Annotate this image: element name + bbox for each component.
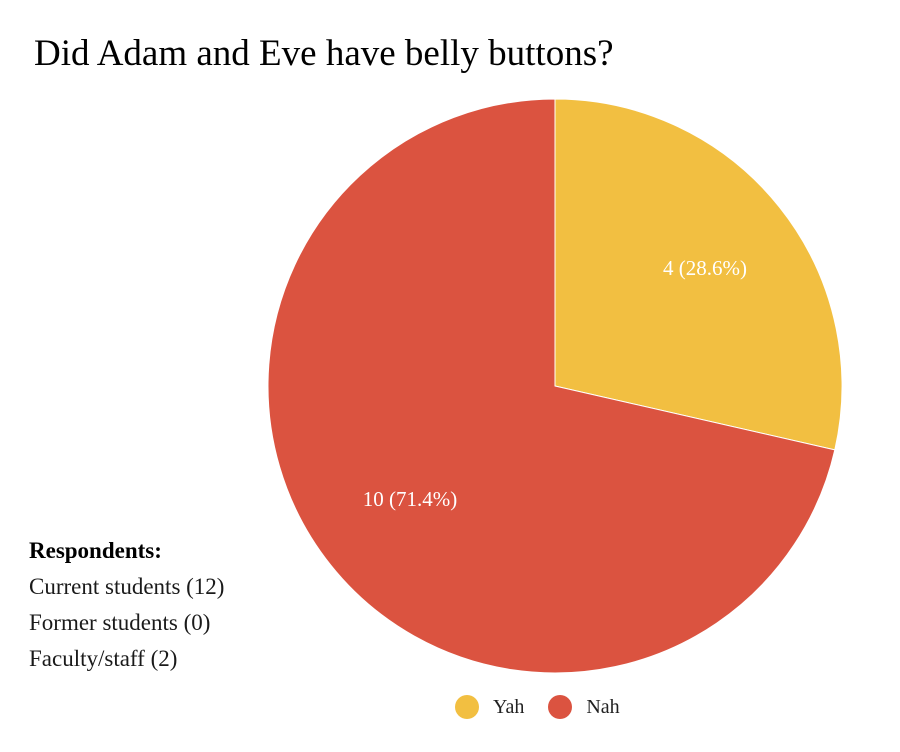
legend-item-yah: Yah: [455, 695, 524, 719]
legend-item-nah: Nah: [548, 695, 620, 719]
legend-swatch-yah: [455, 695, 479, 719]
pie-label-nah: 10 (71.4%): [363, 487, 457, 511]
pie-slice-yah: [554, 98, 843, 451]
legend-label-nah: Nah: [586, 695, 620, 718]
pie-label-yah: 4 (28.6%): [663, 256, 747, 280]
legend: Yah Nah: [455, 695, 644, 719]
respondents-panel: Respondents: Current students (12) Forme…: [29, 533, 224, 677]
respondents-item-current-students: Current students (12): [29, 574, 225, 599]
respondents-heading: Respondents:: [29, 538, 162, 563]
respondents-item-faculty-staff: Faculty/staff (2): [29, 646, 178, 671]
chart-title: Did Adam and Eve have belly buttons?: [34, 33, 614, 74]
pie-slice-nah: [267, 98, 836, 674]
legend-swatch-nah: [548, 695, 573, 719]
legend-label-yah: Yah: [493, 695, 525, 718]
respondents-item-former-students: Former students (0): [29, 610, 211, 635]
